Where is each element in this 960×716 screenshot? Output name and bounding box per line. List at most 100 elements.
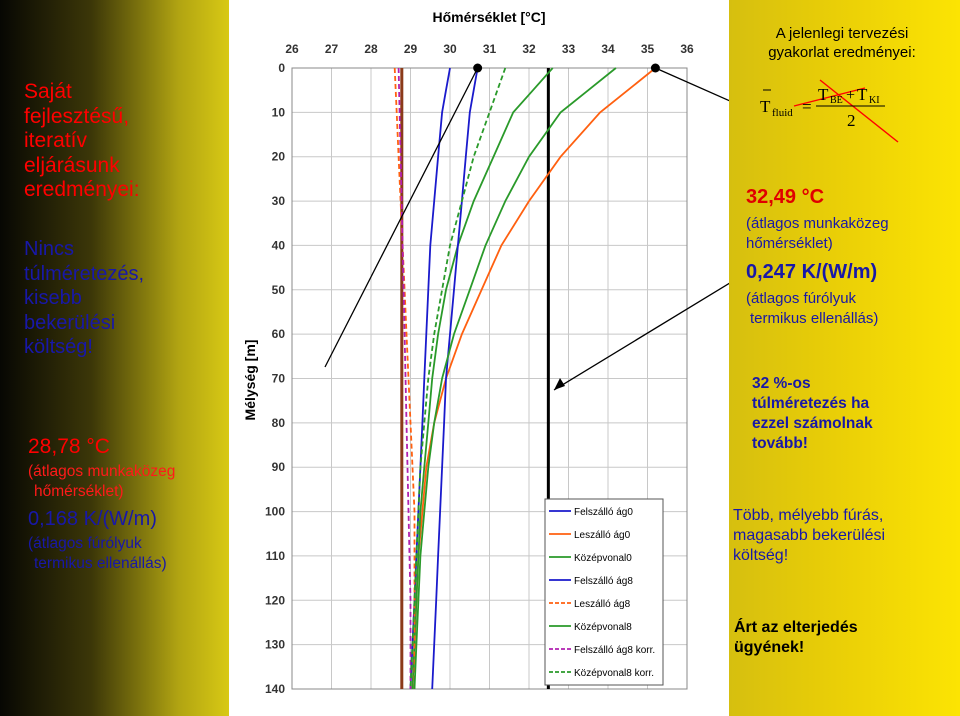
depth-temperature-chart: Hőmérséklet [°C] 26 27 28 29 30 31 32 33 34 35 36 …	[242, 9, 729, 696]
series-line	[409, 67, 507, 690]
right-res-desc: (átlagos fúrólyuk termikus ellenállás)	[746, 289, 878, 329]
y-tick-label: 110	[266, 549, 286, 563]
annotation-arrowhead	[554, 378, 565, 390]
desc-line: termikus ellenállás)	[34, 555, 167, 572]
plot-frame	[291, 67, 688, 690]
note-line: Több, mélyebb fúrás,	[733, 507, 884, 524]
right-panel	[729, 0, 960, 716]
y-tick-label: 50	[272, 283, 286, 297]
y-tick-label: 60	[272, 327, 286, 341]
note-line: bekerülési	[24, 311, 116, 334]
headline-line: Saját	[24, 80, 72, 103]
x-tick-label: 35	[641, 42, 655, 56]
note-line: Árt az elterjedés	[734, 619, 858, 636]
y-tick-label: 20	[272, 150, 286, 164]
note-line: költség!	[733, 547, 789, 564]
series-line	[413, 67, 617, 690]
x-tick-label: 27	[325, 42, 339, 56]
left-res-desc: (átlagos fúrólyuk termikus ellenállás)	[28, 534, 167, 574]
x-tick-label: 28	[364, 42, 378, 56]
legend-label: Középvonal8 korr.	[574, 668, 654, 679]
x-tick-label: 36	[680, 42, 694, 56]
headline-line: eljárásunk	[24, 153, 120, 177]
env-note: Árt az elterjedés ügyének!	[734, 618, 858, 658]
desc-line: (átlagos munkaközeg	[746, 215, 889, 232]
legend-label: Felszálló ág0	[574, 507, 633, 518]
formula-eq: =	[802, 97, 812, 116]
desc-line: (átlagos fúrólyuk	[28, 535, 142, 552]
left-temp-value: 28,78 °C	[28, 435, 110, 458]
desc-line: (átlagos munkaközeg	[28, 463, 176, 480]
formula-lhs: T	[760, 97, 771, 116]
left-note: Nincs túlméretezés, kisebb bekerülési kö…	[24, 237, 144, 360]
note-line: kisebb	[24, 287, 82, 309]
header-line: A jelenlegi tervezési	[775, 25, 909, 42]
y-tick-label: 70	[272, 372, 286, 386]
y-tick-label: 100	[265, 505, 285, 519]
desc-line: (átlagos fúrólyuk	[746, 290, 857, 307]
y-tick-label: 130	[265, 638, 285, 652]
note-line: költség!	[24, 336, 93, 358]
chart-title: Hőmérséklet [°C]	[433, 9, 546, 25]
x-tick-label: 33	[562, 42, 576, 56]
formula-cross-line	[819, 79, 899, 143]
y-tick-label: 0	[278, 61, 285, 75]
right-header: A jelenlegi tervezési gyakorlat eredmény…	[737, 24, 947, 62]
fluid-temp-formula: T fluid = T BE + T KI 2	[760, 79, 899, 143]
legend-box	[544, 498, 664, 686]
headline-line: fejlesztésű,	[24, 104, 130, 128]
note-line: túlméretezés ha	[752, 395, 870, 412]
note-line: ügyének!	[734, 639, 805, 656]
formula-lhs-sub: fluid	[772, 107, 793, 119]
x-tick-label: 26	[285, 42, 299, 56]
note-line: 32 %-os	[752, 375, 811, 392]
note-line: túlméretezés,	[24, 262, 145, 285]
y-axis-label: Mélység [m]	[242, 340, 258, 421]
left-temp-desc: (átlagos munkaközeg hőmérséklet)	[28, 462, 175, 502]
y-tick-label: 30	[272, 194, 286, 208]
left-headline: Saját fejlesztésű, iteratív eljárásunk e…	[24, 80, 140, 203]
legend-label: Középvonal0	[574, 553, 632, 564]
x-tick-label: 31	[483, 42, 497, 56]
headline-line: iteratív	[24, 129, 88, 152]
desc-line: hőmérséklet)	[34, 483, 124, 500]
note-line: Nincs	[24, 238, 75, 260]
y-tick-label: 90	[272, 460, 286, 474]
header-line: gyakorlat eredményei:	[768, 44, 916, 61]
y-tick-label: 140	[265, 682, 285, 696]
x-tick-label: 32	[522, 42, 536, 56]
note-line: ezzel számolnak	[752, 415, 873, 432]
formula-num-b-sub: KI	[869, 95, 880, 106]
desc-line: termikus ellenállás)	[750, 310, 879, 327]
formula-num-b: T	[857, 85, 868, 104]
headline-line: eredményei:	[24, 178, 140, 201]
note-line: tovább!	[752, 435, 808, 452]
y-tick-label: 80	[272, 416, 286, 430]
desc-line: hőmérséklet)	[746, 235, 833, 252]
series-line	[411, 67, 554, 690]
formula-num-a-sub: BE	[830, 95, 843, 106]
annotation-arrow	[324, 67, 479, 368]
oversize-note: 32 %-os túlméretezés ha ezzel számolnak …	[752, 374, 873, 454]
x-tick-label: 34	[601, 42, 615, 56]
right-res-value: 0,247 K/(W/m)	[746, 261, 878, 283]
y-tick-label: 120	[265, 593, 285, 607]
formula-plus: +	[846, 87, 855, 104]
y-tick-label: 10	[272, 105, 286, 119]
formula-num-a: T	[818, 85, 829, 104]
left-res-value: 0,168 K/(W/m)	[28, 508, 157, 530]
x-tick-label: 29	[404, 42, 418, 56]
legend-label: Leszálló ág8	[574, 599, 631, 610]
formula-den: 2	[847, 111, 856, 130]
left-panel	[0, 0, 229, 716]
annotation-arrow	[553, 282, 729, 391]
annotation-arrow	[655, 67, 729, 102]
cost-note: Több, mélyebb fúrás, magasabb bekerülési…	[733, 506, 885, 566]
chart-container: Hőmérséklet [°C] 26 27 28 29 30 31 32 33 34 35 36 …	[229, 0, 729, 716]
right-temp-value: 32,49 °C	[746, 186, 825, 208]
legend-label: Felszálló ág8 korr.	[574, 645, 655, 656]
formula-cross-line	[793, 87, 866, 107]
y-tick-label: 40	[272, 238, 286, 252]
legend-label: Felszálló ág8	[574, 576, 633, 587]
right-temp-desc: (átlagos munkaközeg hőmérséklet)	[746, 214, 889, 254]
